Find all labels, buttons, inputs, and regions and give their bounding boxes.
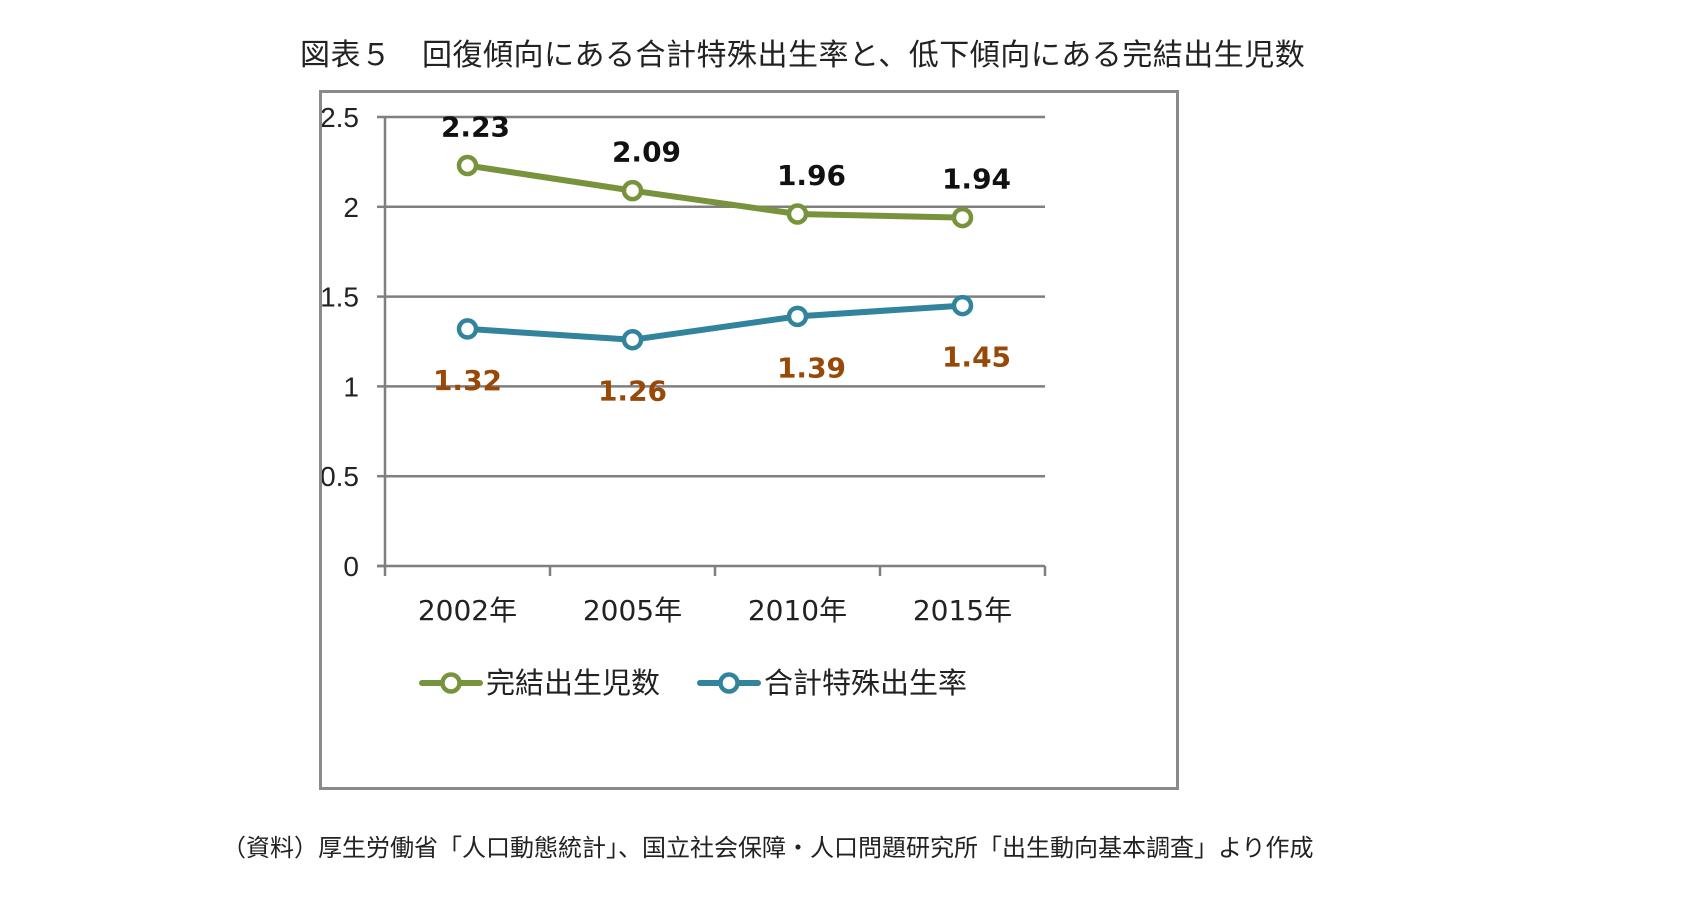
data-label: 1.39 — [777, 351, 846, 384]
data-label: 1.94 — [942, 163, 1011, 196]
x-tick-label: 2015年 — [913, 594, 1012, 627]
legend-marker-icon — [440, 672, 462, 694]
y-tick-label: 0 — [343, 551, 359, 582]
data-label: 1.45 — [942, 341, 1011, 374]
data-label: 1.32 — [433, 364, 502, 397]
data-point — [951, 294, 974, 317]
data-point — [456, 318, 479, 340]
y-tick-label: 1.5 — [322, 282, 359, 313]
data-label: 2.09 — [612, 136, 681, 169]
data-point — [786, 203, 809, 225]
series-line — [464, 162, 966, 221]
data-label: 1.26 — [598, 375, 667, 408]
y-tick-label: 1 — [343, 371, 359, 402]
y-tick-label: 0.5 — [322, 461, 359, 492]
data-point — [621, 328, 644, 351]
chart-title: 図表５ 回復傾向にある合計特殊出生率と、低下傾向にある完結出生児数 — [300, 38, 1306, 73]
y-tick-label: 2.5 — [322, 102, 359, 133]
legend-label: 完結出生児数 — [486, 666, 660, 700]
data-label: 2.23 — [441, 110, 510, 143]
legend-label: 合計特殊出生率 — [764, 666, 967, 700]
x-tick-label: 2010年 — [748, 594, 847, 627]
chart-area: 0 0.5 1 1.5 2 2.5 2002年 2005年 2010年 2015年 2.23 2.09… — [319, 90, 1179, 790]
data-point — [951, 206, 974, 229]
y-tick-label: 2 — [343, 192, 359, 223]
data-point — [456, 154, 479, 177]
legend-marker-icon — [718, 672, 740, 694]
line-chart: 0 0.5 1 1.5 2 2.5 2002年 2005年 2010年 2015年 2.23 2.09… — [322, 102, 1047, 700]
x-tick-label: 2002年 — [418, 594, 517, 627]
data-label: 1.96 — [777, 159, 846, 192]
x-tick-label: 2005年 — [583, 594, 682, 627]
data-point — [621, 179, 644, 202]
source-note: （資料）厚生労働省「人口動態統計」、国立社会保障・人口問題研究所「出生動向基本調… — [222, 834, 1314, 862]
data-point — [786, 305, 809, 328]
series-line — [464, 302, 966, 343]
